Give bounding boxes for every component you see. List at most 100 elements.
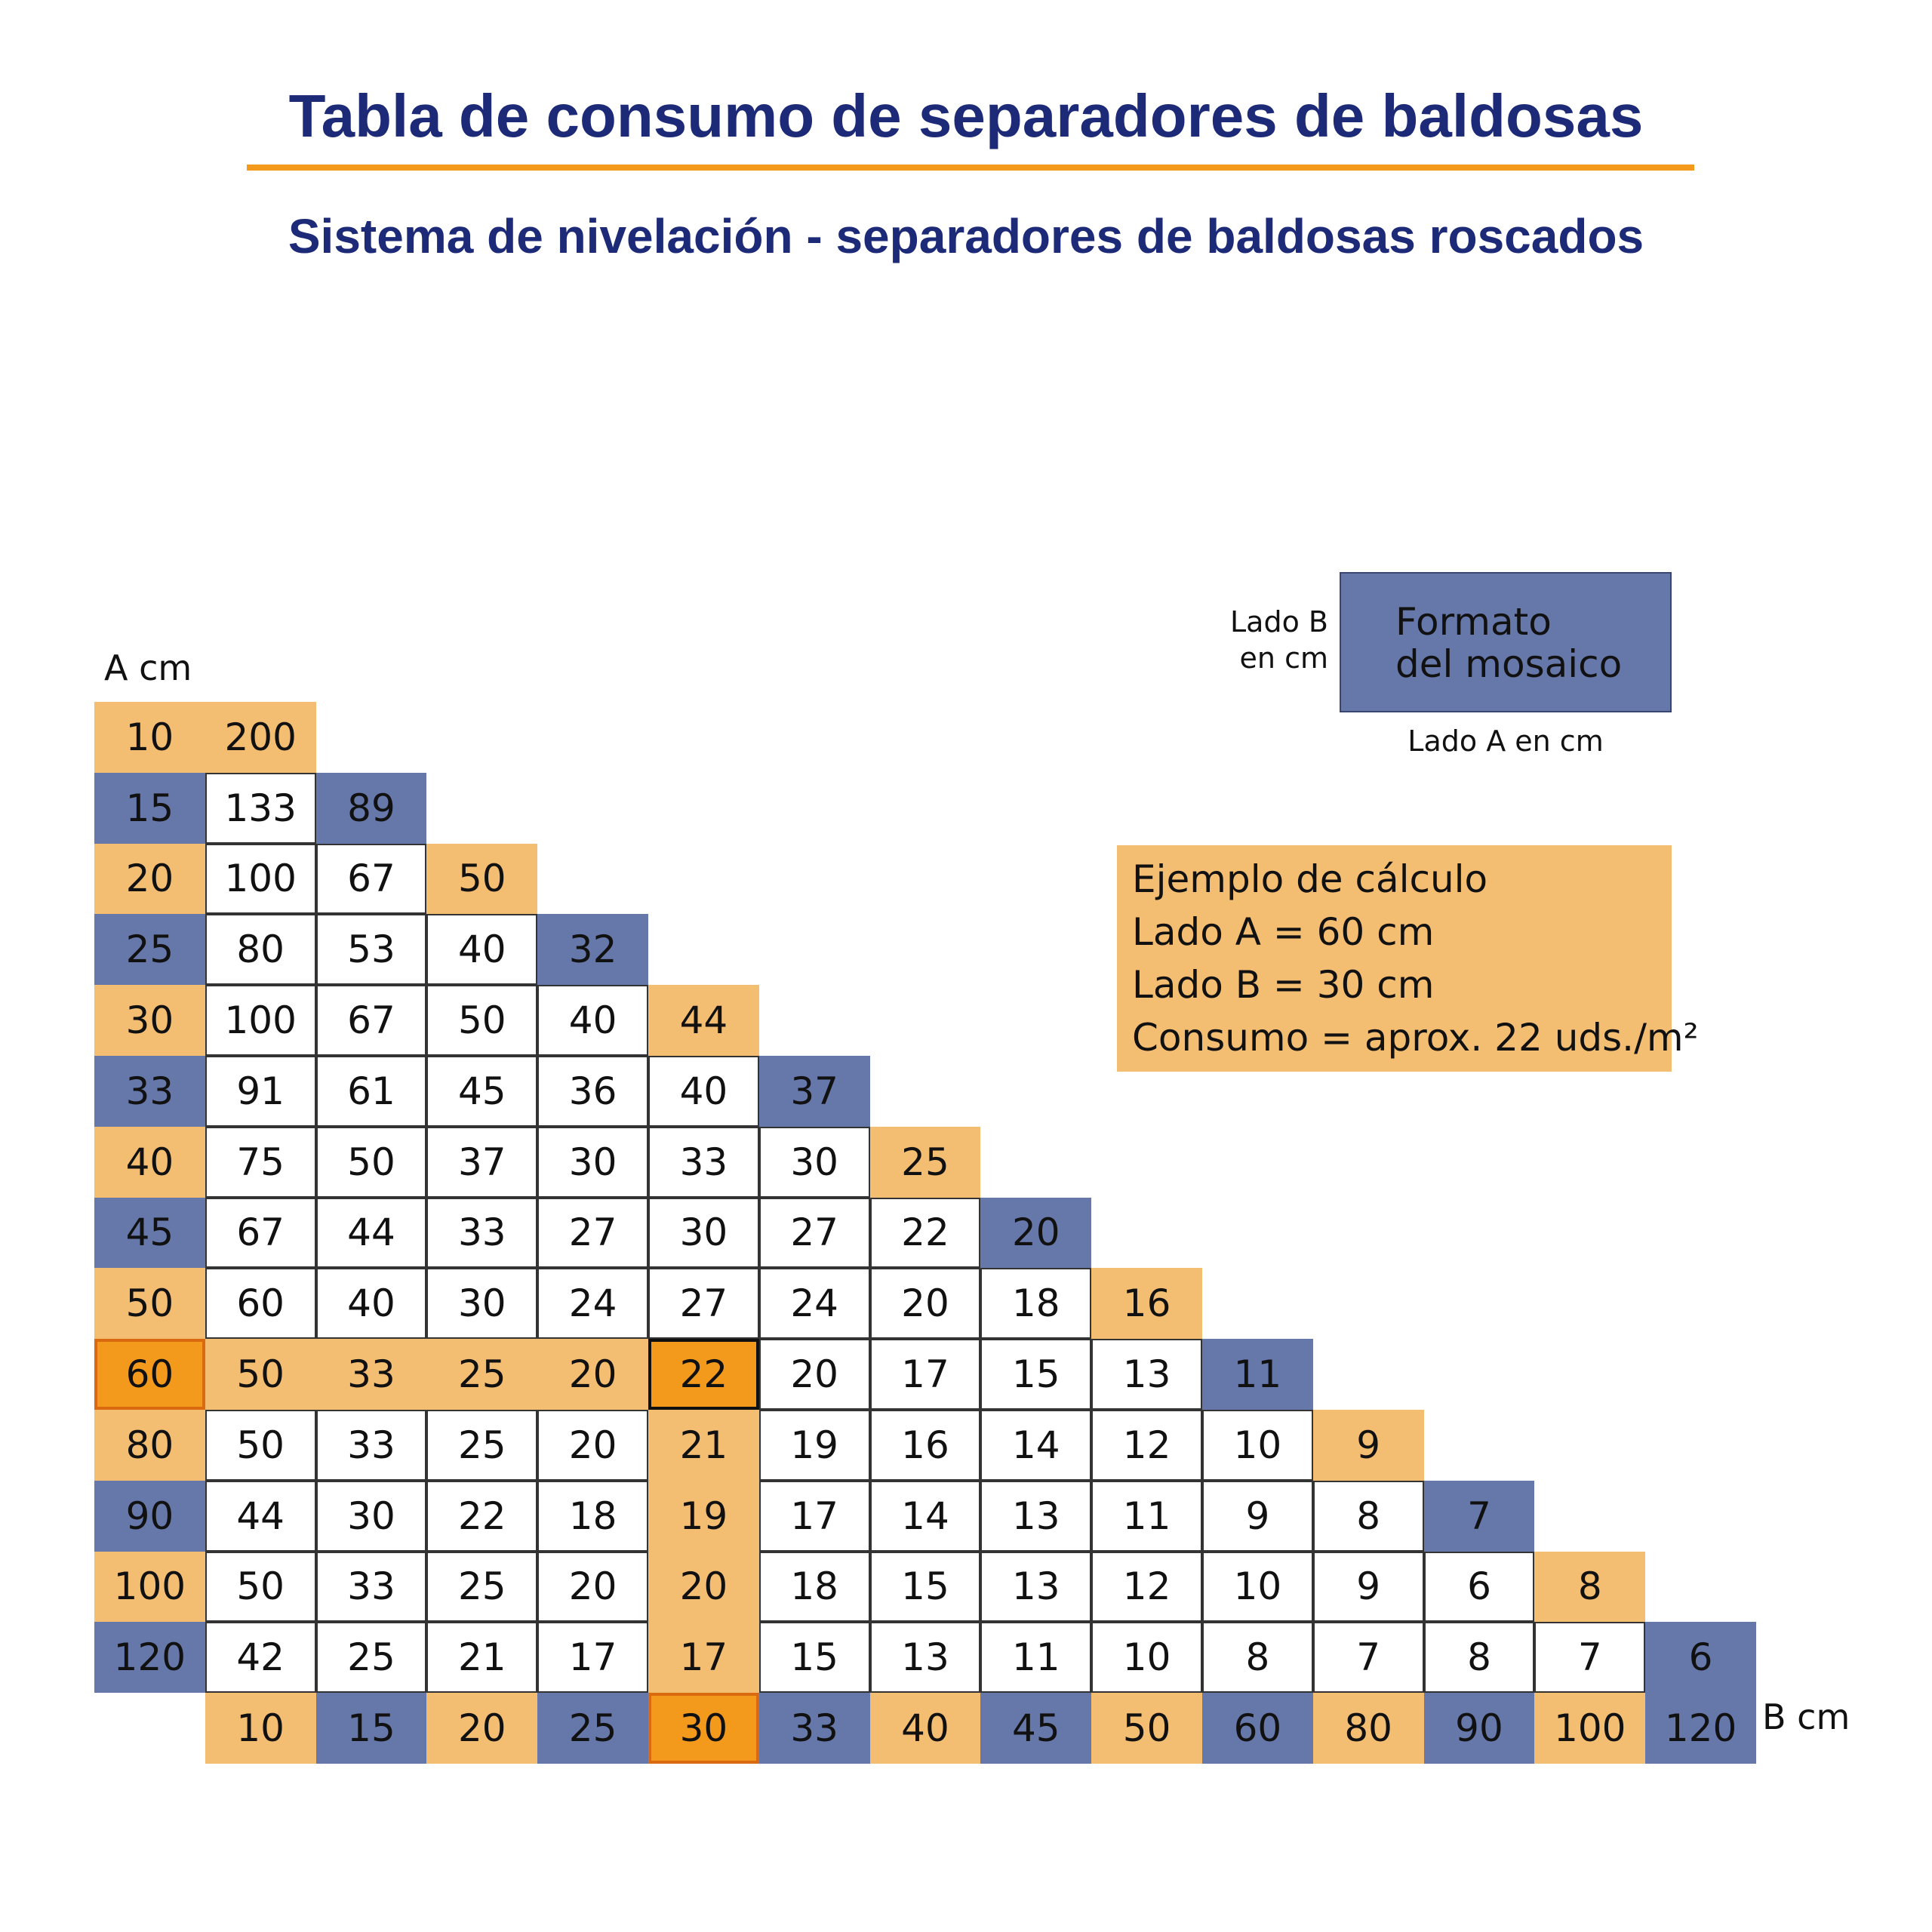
table-cell-a80-b33: 19: [758, 1410, 870, 1481]
col-header-b-10: 10: [205, 1693, 316, 1764]
table-cell-a80-b20: 25: [426, 1410, 538, 1481]
table-cell-a30-b30: 44: [648, 985, 759, 1056]
table-cell-a10-b10: 200: [205, 702, 316, 773]
table-cell-a80-b10: 50: [205, 1410, 316, 1481]
table-cell-a100-b60: 10: [1202, 1551, 1313, 1623]
col-header-b-40: 40: [869, 1693, 981, 1764]
table-cell-a120-b50: 10: [1091, 1622, 1202, 1694]
table-cell-a50-b25: 24: [537, 1268, 648, 1340]
table-cell-a100-b80: 9: [1312, 1551, 1424, 1623]
table-cell-a100-b90: 6: [1423, 1551, 1535, 1623]
row-header-a-45: 45: [94, 1197, 205, 1269]
table-cell-a50-b40: 20: [869, 1268, 981, 1340]
table-cell-a120-b45: 11: [980, 1622, 1092, 1694]
table-cell-a120-b30: 17: [648, 1622, 759, 1694]
table-cell-a40-b15: 50: [315, 1126, 427, 1198]
table-cell-a60-b60: 11: [1202, 1339, 1313, 1410]
table-cell-a80-b60: 10: [1202, 1410, 1313, 1481]
table-cell-a60-b10: 50: [205, 1339, 316, 1410]
row-header-a-40: 40: [94, 1126, 205, 1198]
example-box: Ejemplo de cálculo Lado A = 60 cm Lado B…: [1117, 845, 1699, 1072]
row-header-a-100: 100: [94, 1551, 205, 1623]
col-header-b-33: 33: [758, 1693, 870, 1764]
table-cell-a80-b25: 20: [537, 1410, 648, 1481]
row-header-a-30: 30: [94, 985, 205, 1056]
table-cell-a50-b50: 16: [1091, 1268, 1202, 1340]
table-cell-a45-b30: 30: [648, 1197, 759, 1269]
table-cell-a60-b20: 25: [426, 1339, 538, 1410]
legend-side-label: Lado B en cm: [1192, 604, 1328, 676]
table-cell-a100-b40: 15: [869, 1551, 981, 1623]
row-header-a-25: 25: [94, 914, 205, 986]
table-cell-a20-b10: 100: [205, 843, 316, 915]
row-header-a-15: 15: [94, 772, 205, 844]
table-cell-a120-b120: 6: [1645, 1622, 1756, 1694]
title-underline: [247, 165, 1694, 171]
row-header-a-33: 33: [94, 1056, 205, 1127]
table-cell-a80-b50: 12: [1091, 1410, 1202, 1481]
page-subtitle: Sistema de nivelación - separadores de b…: [288, 209, 1644, 263]
table-cell-a50-b45: 18: [980, 1268, 1092, 1340]
table-cell-a120-b10: 42: [205, 1622, 316, 1694]
table-cell-a40-b25: 30: [537, 1126, 648, 1198]
row-header-a-60: 60: [94, 1339, 205, 1410]
table-cell-a60-b45: 15: [980, 1339, 1092, 1410]
table-cell-a30-b20: 50: [426, 985, 538, 1056]
table-cell-a50-b33: 24: [758, 1268, 870, 1340]
col-header-b-20: 20: [426, 1693, 538, 1764]
example-line-2: Lado A = 60 cm: [1132, 910, 1435, 954]
table-cell-a90-b45: 13: [980, 1480, 1092, 1552]
table-cell-a45-b20: 33: [426, 1197, 538, 1269]
table-cell-a60-b40: 17: [869, 1339, 981, 1410]
table-cell-a20-b20: 50: [426, 843, 538, 915]
col-header-b-80: 80: [1312, 1693, 1424, 1764]
table-cell-a100-b15: 33: [315, 1551, 427, 1623]
table-cell-a33-b30: 40: [648, 1056, 759, 1127]
table-cell-a45-b15: 44: [315, 1197, 427, 1269]
table-cell-a45-b10: 67: [205, 1197, 316, 1269]
a-axis-label: A cm: [104, 648, 192, 688]
col-header-b-25: 25: [537, 1693, 648, 1764]
table-cell-a100-b33: 18: [758, 1551, 870, 1623]
table-cell-a45-b45: 20: [980, 1197, 1092, 1269]
table-cell-a50-b20: 30: [426, 1268, 538, 1340]
legend-format-box: Formato del mosaico: [1340, 572, 1672, 712]
table-cell-a40-b33: 30: [758, 1126, 870, 1198]
table-cell-a80-b45: 14: [980, 1410, 1092, 1481]
table-cell-a60-b30: 22: [648, 1339, 759, 1410]
table-cell-a90-b25: 18: [537, 1480, 648, 1552]
table-cell-a45-b40: 22: [869, 1197, 981, 1269]
table-cell-a90-b80: 8: [1312, 1480, 1424, 1552]
table-cell-a30-b25: 40: [537, 985, 648, 1056]
row-header-a-90: 90: [94, 1480, 205, 1552]
table-cell-a90-b30: 19: [648, 1480, 759, 1552]
table-cell-a100-b20: 25: [426, 1551, 538, 1623]
b-axis-label: B cm: [1762, 1697, 1850, 1737]
table-cell-a90-b40: 14: [869, 1480, 981, 1552]
table-cell-a33-b33: 37: [758, 1056, 870, 1127]
table-cell-a60-b25: 20: [537, 1339, 648, 1410]
table-cell-a90-b90: 7: [1423, 1480, 1535, 1552]
table-cell-a50-b30: 27: [648, 1268, 759, 1340]
example-line-1: Ejemplo de cálculo: [1132, 857, 1488, 901]
legend-side-line-1: Lado B: [1230, 605, 1328, 638]
table-cell-a25-b20: 40: [426, 914, 538, 986]
table-cell-a80-b80: 9: [1312, 1410, 1424, 1481]
col-header-b-90: 90: [1423, 1693, 1535, 1764]
table-cell-a33-b20: 45: [426, 1056, 538, 1127]
table-cell-a50-b10: 60: [205, 1268, 316, 1340]
table-cell-a30-b15: 67: [315, 985, 427, 1056]
table-cell-a120-b25: 17: [537, 1622, 648, 1694]
table-cell-a80-b30: 21: [648, 1410, 759, 1481]
col-header-b-15: 15: [315, 1693, 427, 1764]
table-cell-a25-b15: 53: [315, 914, 427, 986]
table-cell-a120-b90: 8: [1423, 1622, 1535, 1694]
table-cell-a120-b60: 8: [1202, 1622, 1313, 1694]
table-cell-a120-b15: 25: [315, 1622, 427, 1694]
table-cell-a120-b33: 15: [758, 1622, 870, 1694]
table-cell-a90-b60: 9: [1202, 1480, 1313, 1552]
row-header-a-50: 50: [94, 1268, 205, 1340]
table-cell-a45-b33: 27: [758, 1197, 870, 1269]
table-cell-a50-b15: 40: [315, 1268, 427, 1340]
